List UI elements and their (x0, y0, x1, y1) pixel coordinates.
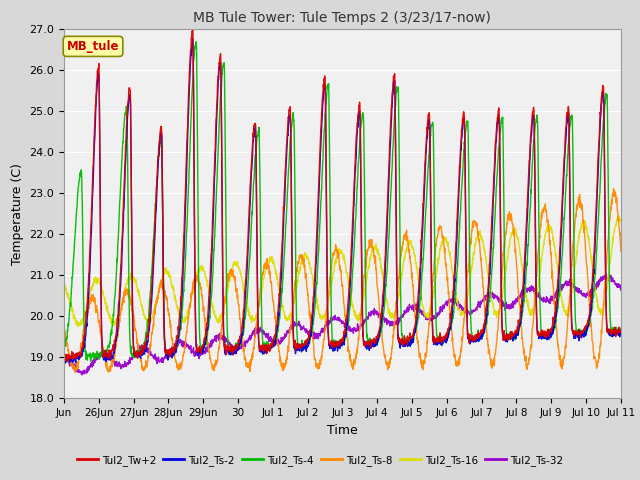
Y-axis label: Temperature (C): Temperature (C) (11, 163, 24, 264)
Legend: Tul2_Tw+2, Tul2_Ts-2, Tul2_Ts-4, Tul2_Ts-8, Tul2_Ts-16, Tul2_Ts-32: Tul2_Tw+2, Tul2_Ts-2, Tul2_Ts-4, Tul2_Ts… (72, 451, 568, 470)
Title: MB Tule Tower: Tule Temps 2 (3/23/17-now): MB Tule Tower: Tule Temps 2 (3/23/17-now… (193, 11, 492, 25)
Text: MB_tule: MB_tule (67, 40, 119, 53)
X-axis label: Time: Time (327, 424, 358, 437)
